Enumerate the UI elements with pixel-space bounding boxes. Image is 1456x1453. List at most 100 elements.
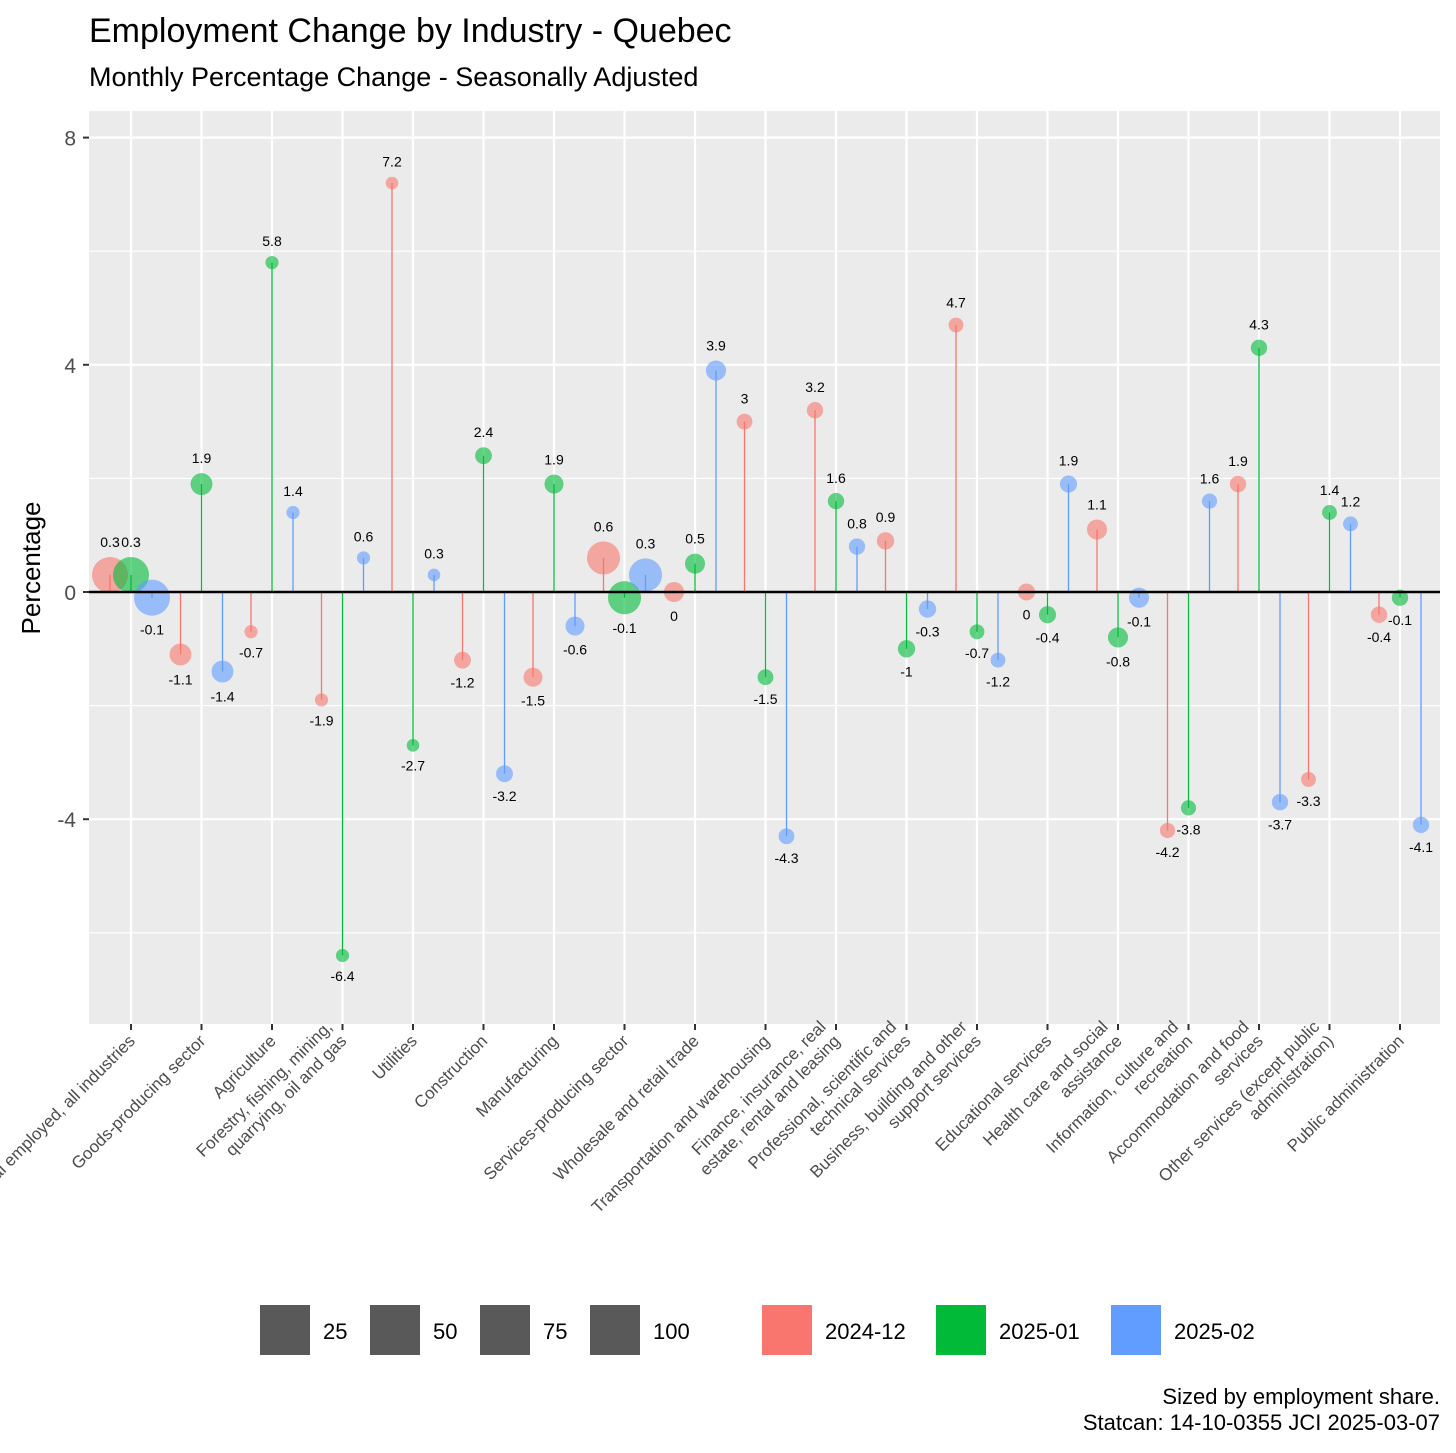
lollipop-point	[948, 317, 964, 333]
lollipop-point	[134, 579, 170, 616]
x-tick-label-line: quarrying, oil and gas	[222, 1031, 350, 1159]
lollipop-point	[897, 640, 916, 658]
caption-line-2: Statcan: 14-10-0355 JCI 2025-03-07	[1082, 1410, 1440, 1435]
lollipop-point	[628, 558, 663, 592]
lollipop-point	[990, 652, 1006, 668]
data-label: 2.4	[474, 424, 494, 440]
lollipop-point	[523, 667, 543, 687]
lollipop-point	[1201, 493, 1218, 509]
data-label: -3.8	[1176, 821, 1200, 837]
y-axis-title: Percentage	[16, 502, 46, 635]
lollipop-point	[1250, 339, 1268, 356]
lollipop-point	[736, 413, 753, 430]
lollipop-point	[335, 948, 350, 963]
data-label: 0	[1023, 607, 1031, 623]
lollipop-point	[314, 693, 329, 707]
lollipop-point	[475, 447, 492, 465]
data-label: -1.5	[753, 691, 777, 707]
x-tick-label-line: Utilities	[369, 1031, 421, 1083]
data-label: 0.6	[354, 528, 374, 544]
lollipop-point	[496, 765, 513, 783]
lollipop-point	[586, 541, 621, 575]
data-label: 1.2	[1341, 493, 1361, 509]
lollipop-point	[1159, 822, 1176, 839]
lollipop-point	[1322, 505, 1337, 520]
data-label: -1.2	[450, 675, 474, 691]
lollipop-point	[1038, 606, 1057, 624]
lollipop-point	[1343, 516, 1358, 532]
lollipop-point	[544, 474, 564, 494]
y-tick-label: 4	[64, 355, 76, 378]
data-label: 1.6	[1200, 471, 1220, 487]
lollipop-point	[757, 669, 774, 686]
lollipop-point	[1391, 589, 1409, 606]
lollipop-point	[848, 538, 866, 555]
y-tick-label: 8	[64, 128, 76, 151]
data-label: 1.9	[192, 450, 212, 466]
data-marks: 0.3 -1.1 -0.7 -1.9 7.2 -1.2 -1.5 0.6 0 3 3.2 0.9 4.7…	[89, 154, 1440, 984]
axes: -4 0 4 8 Percentage	[16, 128, 1401, 1030]
data-label: 0.6	[594, 518, 614, 534]
data-label: -0.1	[1388, 612, 1412, 628]
lollipop-point	[113, 556, 149, 593]
lollipop-point	[1271, 793, 1289, 811]
lollipop-point	[1180, 800, 1197, 816]
data-label: -0.7	[239, 644, 263, 660]
lollipop-point	[565, 616, 585, 636]
lollipop-point	[1229, 475, 1247, 493]
lollipop-point	[356, 551, 371, 565]
lollipop-point	[1412, 816, 1430, 834]
lollipop-point	[190, 473, 213, 496]
lollipop-point	[406, 739, 420, 752]
color-legend-key	[1111, 1305, 1161, 1355]
lollipop-point	[427, 568, 441, 582]
x-tick-label: Goods-producing sector	[68, 1031, 210, 1173]
size-legend-label: 100	[653, 1319, 690, 1344]
data-label: -0.1	[612, 620, 636, 636]
color-legend-label: 2025-02	[1174, 1319, 1255, 1344]
lollipop-point	[918, 600, 937, 618]
data-label: -4.3	[774, 850, 798, 866]
size-legend-label: 25	[323, 1319, 347, 1344]
data-label: -0.7	[965, 645, 989, 661]
data-label: -2.7	[401, 758, 425, 774]
data-label: -0.3	[915, 624, 939, 640]
x-tick-label-line: Wholesale and retail trade	[550, 1031, 703, 1184]
lollipop-point	[969, 624, 985, 640]
data-label: -1	[900, 663, 913, 679]
size-legend-key	[260, 1305, 310, 1355]
data-label: -0.1	[140, 622, 164, 638]
data-label: 1.1	[1087, 496, 1107, 512]
data-label: 3	[741, 391, 749, 407]
lollipop-point	[827, 492, 845, 510]
x-tick-label-line: Goods-producing sector	[68, 1031, 210, 1173]
data-label: -0.4	[1035, 629, 1059, 645]
chart-title: Employment Change by Industry - Quebec	[89, 12, 732, 50]
data-label: -3.7	[1268, 816, 1292, 832]
data-label: 0.3	[636, 535, 656, 551]
data-label: -1.5	[521, 693, 545, 709]
lollipop-point	[1086, 519, 1108, 540]
lollipop-point	[1301, 772, 1316, 787]
lollipop-point	[265, 255, 279, 270]
data-label: -1.1	[168, 671, 192, 687]
lollipop-point	[1059, 475, 1078, 493]
lollipop-point	[876, 532, 895, 550]
data-label: 7.2	[382, 154, 402, 170]
data-label: -4.1	[1409, 839, 1433, 855]
data-label: 1.9	[1059, 453, 1079, 469]
lollipop-point	[1107, 627, 1129, 648]
data-label: 4.7	[946, 295, 966, 311]
data-label: 3.9	[706, 337, 726, 353]
data-label: 5.8	[262, 233, 282, 249]
data-label: 1.9	[1228, 453, 1248, 469]
lollipop-point	[286, 505, 300, 520]
data-label: 3.2	[805, 379, 825, 395]
data-label: -1.4	[210, 688, 234, 704]
lollipop-point	[806, 402, 824, 419]
lollipop-point	[211, 660, 234, 683]
lollipop-point	[1128, 587, 1150, 608]
data-label: -3.3	[1296, 793, 1320, 809]
color-legend-key	[936, 1305, 986, 1355]
